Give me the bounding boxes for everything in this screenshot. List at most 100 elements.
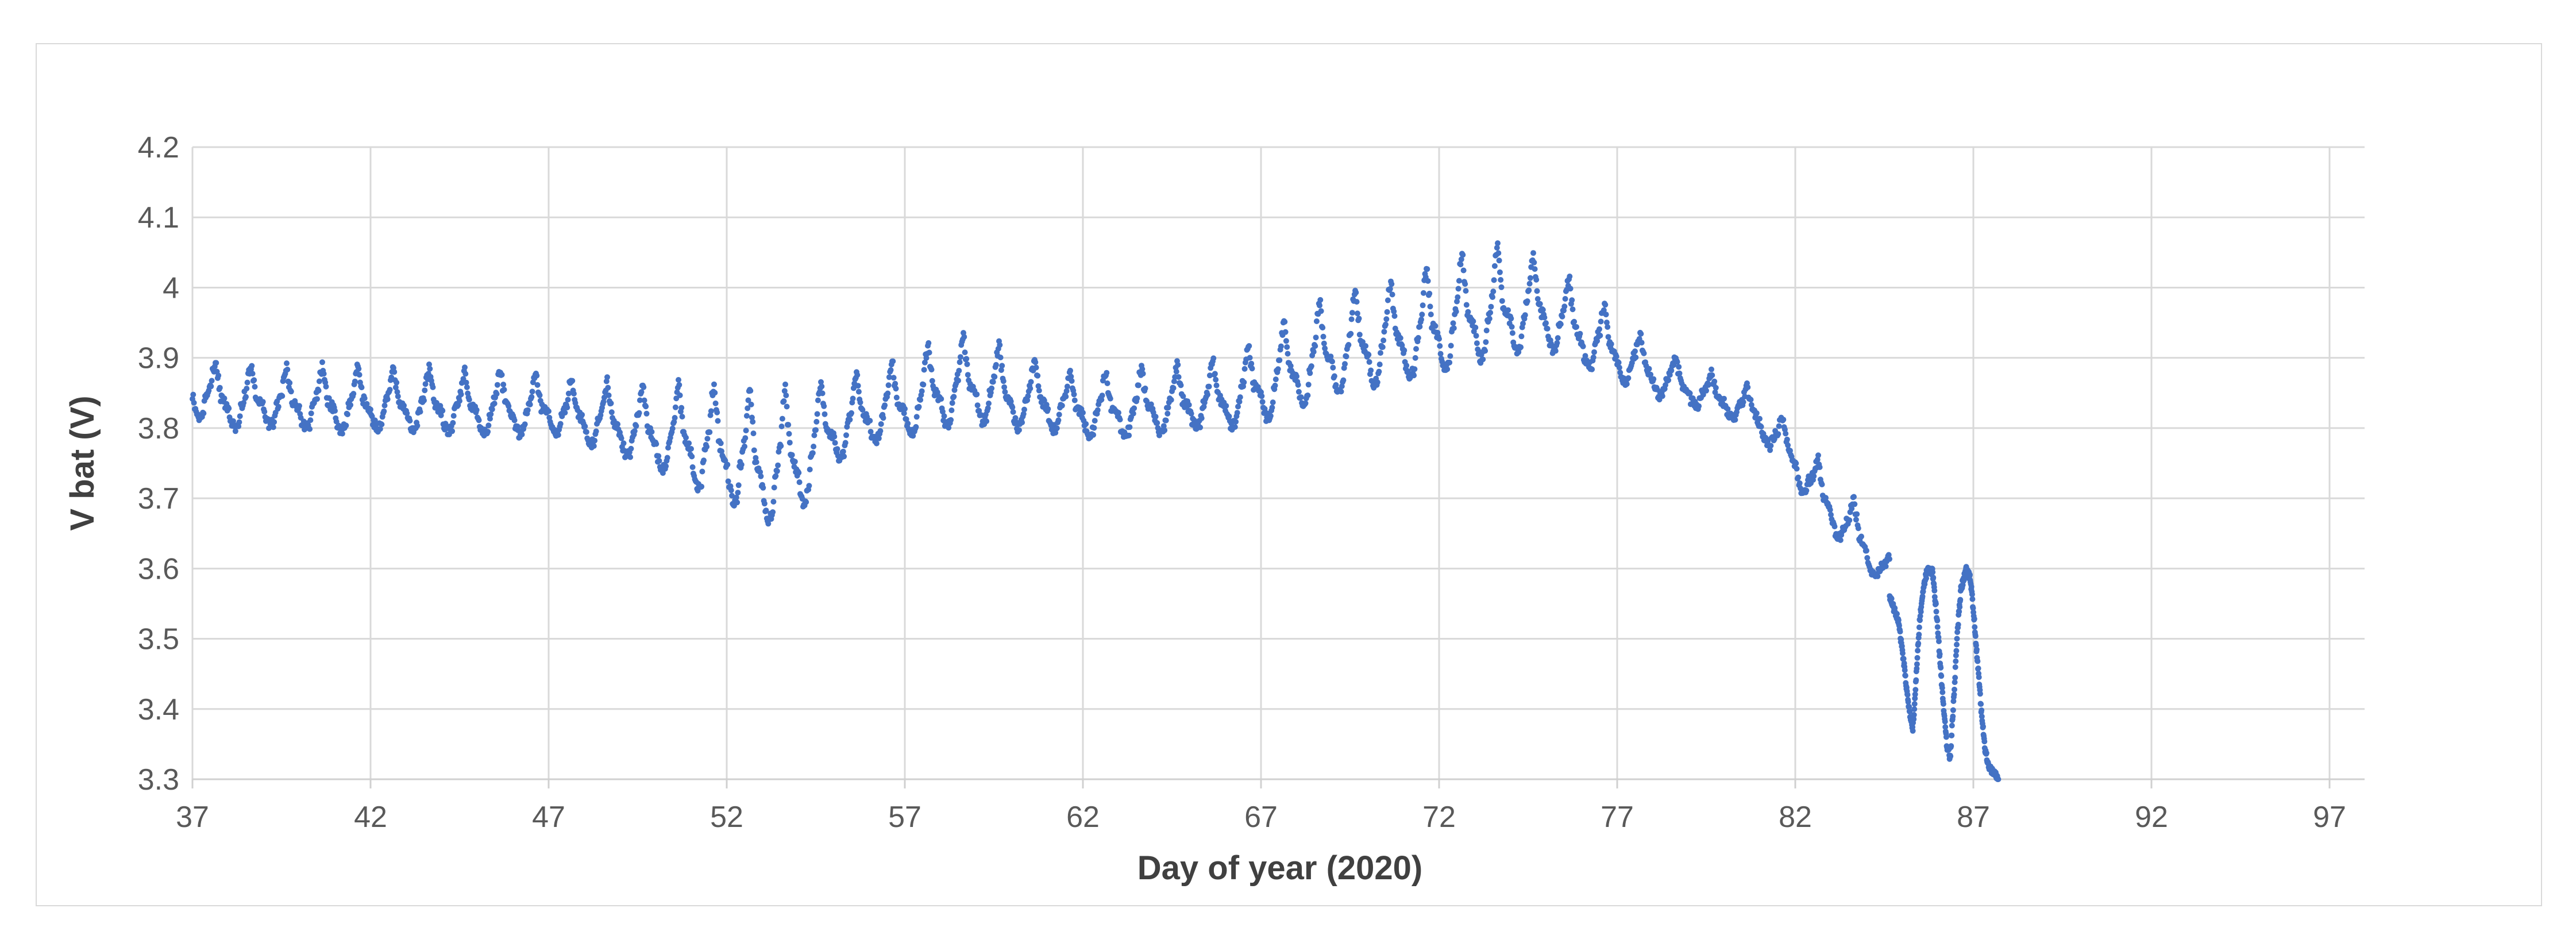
data-point (1676, 364, 1682, 370)
data-point (813, 418, 820, 425)
data-point (1425, 278, 1431, 284)
data-point (1462, 281, 1468, 287)
data-point (1969, 596, 1976, 602)
data-point (1463, 288, 1469, 294)
data-point (1709, 366, 1714, 372)
data-point (500, 382, 507, 388)
data-point (582, 423, 588, 429)
data-point (1602, 302, 1609, 308)
data-point (1613, 353, 1619, 360)
data-point (319, 359, 325, 365)
data-point (708, 408, 714, 414)
data-point (557, 421, 564, 427)
data-point (1641, 350, 1647, 356)
data-point (391, 369, 398, 375)
data-point (1520, 321, 1526, 326)
data-point (1954, 629, 1961, 635)
data-point (885, 382, 892, 388)
data-point (343, 422, 349, 429)
data-point (1356, 315, 1362, 322)
data-point (1420, 302, 1426, 309)
x-tick-label: 67 (1244, 801, 1278, 834)
data-point (917, 397, 924, 403)
data-point (1163, 417, 1169, 424)
data-point (1831, 524, 1838, 530)
data-point (1934, 624, 1941, 630)
y-tick-label: 3.4 (138, 693, 179, 726)
data-point (1226, 413, 1232, 420)
data-point (1490, 294, 1495, 300)
data-point (1197, 424, 1204, 430)
y-tick-label: 3.7 (138, 482, 179, 515)
data-point (1447, 353, 1453, 359)
data-point (1942, 724, 1949, 730)
data-point (1638, 340, 1645, 346)
data-point (1617, 370, 1624, 376)
data-point (1376, 368, 1382, 375)
data-point (628, 445, 634, 452)
data-point (814, 411, 820, 417)
data-point (712, 400, 719, 406)
data-point (997, 355, 1004, 360)
data-point (786, 440, 793, 446)
data-point (1977, 691, 1983, 697)
data-point (1972, 633, 1979, 639)
data-point (1305, 393, 1311, 398)
data-point (757, 469, 763, 475)
data-point (1320, 333, 1326, 340)
data-point (913, 414, 920, 420)
data-point (1768, 443, 1774, 449)
data-point (1537, 301, 1543, 307)
data-point (1091, 425, 1097, 431)
data-point (774, 468, 780, 474)
data-point (1455, 294, 1461, 301)
data-point (1888, 595, 1895, 602)
data-point (1330, 364, 1336, 371)
data-point (1938, 673, 1945, 679)
y-tick-labels: 4.2 4.1 4 3.9 3.8 3.7 3.6 3.5 3.4 3.3 (138, 131, 179, 797)
data-point (1972, 624, 1978, 630)
data-point (811, 432, 817, 438)
data-point (232, 428, 238, 434)
data-point (677, 392, 683, 398)
data-point (1317, 302, 1322, 309)
data-point (729, 492, 735, 499)
data-point (1483, 328, 1490, 334)
data-point (217, 384, 223, 391)
data-point (315, 387, 322, 394)
data-point (999, 363, 1005, 369)
data-point (1234, 410, 1240, 416)
data-point (394, 379, 400, 386)
data-point (1432, 323, 1439, 329)
data-point (1713, 384, 1719, 391)
data-point (946, 425, 952, 431)
data-point (1383, 316, 1390, 322)
data-point (1943, 734, 1949, 740)
data-point (929, 378, 935, 384)
data-point (1948, 753, 1954, 759)
data-point (1033, 364, 1039, 371)
data-point (1674, 359, 1680, 365)
data-point (537, 392, 543, 398)
data-point (928, 367, 935, 373)
data-point (1596, 326, 1602, 332)
data-point (339, 430, 345, 437)
data-point (1950, 698, 1957, 705)
data-point (1961, 577, 1967, 583)
data-point (252, 384, 258, 390)
data-point (562, 410, 568, 416)
data-point (643, 410, 650, 417)
data-point (1930, 569, 1936, 575)
data-point (1597, 332, 1603, 338)
data-point (819, 383, 825, 390)
data-point (1171, 378, 1177, 384)
data-point (601, 394, 607, 401)
data-point (1554, 340, 1560, 346)
data-point (1949, 732, 1955, 738)
data-point (963, 356, 970, 362)
data-point (821, 403, 827, 409)
data-point (1348, 316, 1355, 322)
data-point (878, 421, 884, 427)
data-point (1391, 308, 1397, 314)
